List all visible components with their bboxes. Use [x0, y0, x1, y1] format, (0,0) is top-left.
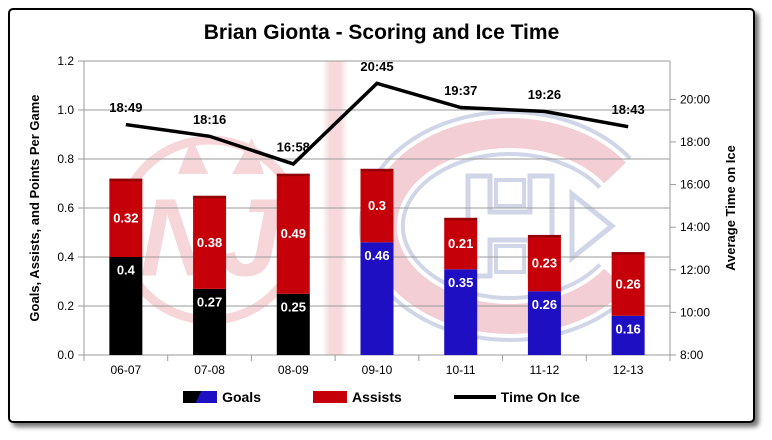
goals-value-label: 0.4 [117, 263, 136, 278]
bar-top-shade [276, 173, 310, 177]
left-tick-label: 0.0 [57, 348, 74, 362]
right-tick-label: 14:00 [680, 220, 710, 234]
time-on-ice-label: 18:16 [193, 112, 226, 127]
time-on-ice-label: 18:49 [109, 100, 142, 115]
goals-bar-segment [527, 291, 561, 355]
assists-value-label: 0.21 [448, 236, 473, 251]
goals-bar-segment [276, 293, 310, 355]
devils-horn-right [232, 138, 264, 174]
legend-item-assists: Assists [312, 389, 402, 405]
canadiens-h-counter-bottom [494, 244, 526, 274]
assists-bar-segment [360, 168, 394, 243]
time-on-ice-label: 19:37 [444, 83, 477, 98]
goals-value-label: 0.27 [197, 294, 222, 309]
chart-frame: Brian Gionta - Scoring and Ice Time Goal… [8, 8, 755, 423]
x-axis-label: 07-08 [194, 363, 225, 377]
goals-bar-segment [360, 242, 394, 355]
plot-area: NJ0.00.20.40.60.81.01.28:0010:0012:0014:… [57, 54, 710, 377]
x-axis-label: 11-12 [530, 363, 560, 377]
legend-item-goals: Goals [183, 389, 261, 405]
legend-label-goals: Goals [222, 389, 261, 405]
bar-top-shade [611, 252, 645, 255]
bar-top-shade [444, 217, 478, 221]
legend-item-time-on-ice: Time On Ice [453, 389, 580, 405]
goals-value-label: 0.16 [615, 321, 640, 336]
goals-value-label: 0.35 [448, 275, 473, 290]
canadiens-logo-watermark [358, 110, 632, 342]
left-tick-label: 1.0 [57, 103, 74, 117]
time-on-ice-line-icon [453, 395, 496, 399]
right-tick-label: 10:00 [680, 305, 710, 319]
assists-value-label: 0.38 [197, 235, 222, 250]
chart-title: Brian Gionta - Scoring and Ice Time [203, 21, 560, 44]
bar-top-shade [360, 168, 394, 172]
time-on-ice-label: 20:45 [360, 59, 393, 74]
assists-bar-segment [109, 178, 143, 257]
goals-value-label: 0.26 [532, 297, 557, 312]
assists-value-label: 0.26 [615, 276, 640, 291]
left-tick-label: 0.2 [57, 299, 74, 313]
legend-label-time-on-ice: Time On Ice [500, 389, 580, 405]
right-tick-label: 18:00 [680, 135, 710, 149]
assists-bar-segment [276, 173, 310, 294]
assists-bar-segment [444, 217, 478, 270]
goals-bar-segment [109, 257, 143, 355]
left-tick-label: 0.8 [57, 152, 74, 166]
assists-swatch-icon [312, 391, 347, 403]
assists-value-label: 0.49 [281, 226, 306, 241]
assists-value-label: 0.32 [113, 210, 138, 225]
x-axis-label: 09-10 [362, 363, 393, 377]
goals-swatch-icon [183, 391, 218, 403]
left-tick-label: 0.6 [57, 201, 74, 215]
right-tick-label: 16:00 [680, 178, 710, 192]
left-tick-label: 0.4 [57, 250, 74, 264]
time-on-ice-line [125, 81, 629, 166]
time-on-ice-label: 16:58 [277, 139, 310, 154]
goals-bar-segment [611, 315, 645, 355]
canadiens-h-counter-top [494, 178, 526, 208]
canadiens-c-opening [569, 188, 617, 264]
x-axis-label: 08-09 [278, 363, 309, 377]
goals-value-label: 0.25 [281, 299, 306, 314]
assists-bar-segment [193, 195, 227, 289]
bar-top-shade [527, 234, 561, 238]
legend-label-assists: Assists [351, 389, 402, 405]
time-on-ice-label: 19:26 [528, 87, 561, 102]
goals-value-label: 0.46 [364, 248, 389, 263]
bar-top-shade [193, 195, 227, 199]
devils-horn-left [178, 138, 208, 174]
goals-bar-segment [193, 288, 227, 355]
right-tick-label: 20:00 [680, 92, 710, 106]
assists-bar-segment [611, 252, 645, 316]
goals-bar-segment [444, 269, 478, 355]
right-tick-label: 12:00 [680, 263, 710, 277]
right-tick-label: 8:00 [680, 348, 704, 362]
legend: Goals Assists Time On Ice [10, 389, 753, 405]
left-tick-label: 1.2 [57, 54, 74, 68]
x-axis-label: 06-07 [111, 363, 142, 377]
time-on-ice-label: 18:43 [612, 102, 645, 117]
assists-value-label: 0.23 [532, 256, 557, 271]
bar-top-shade [109, 178, 143, 182]
assists-bar-segment [527, 234, 561, 292]
assists-value-label: 0.3 [368, 198, 386, 213]
x-axis-label: 12-13 [613, 363, 644, 377]
x-axis-label: 10-11 [446, 363, 476, 377]
